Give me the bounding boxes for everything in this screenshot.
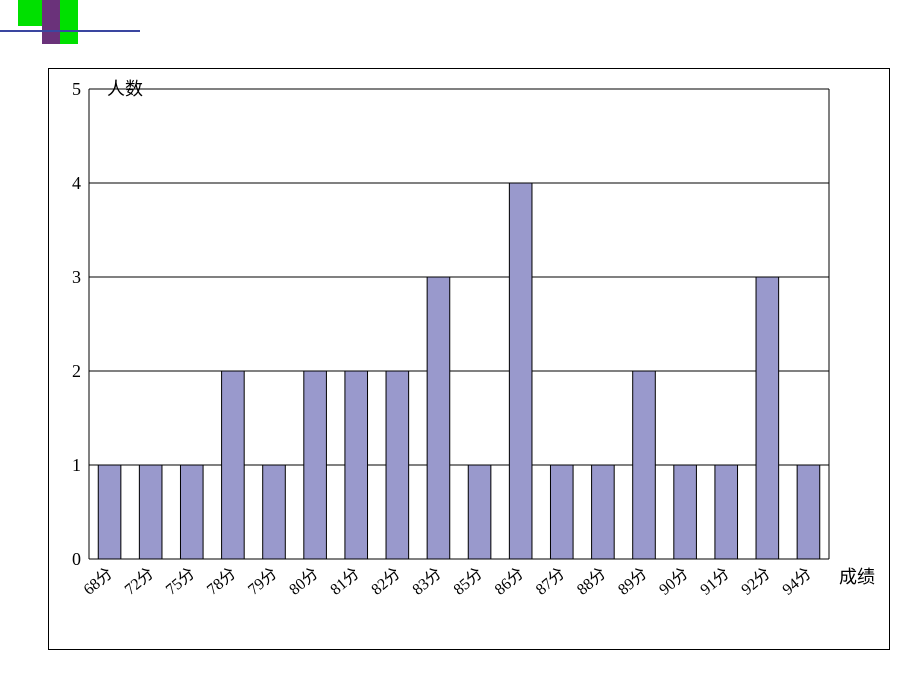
bar bbox=[633, 371, 656, 559]
x-tick-label: 79分 bbox=[244, 564, 280, 598]
bar bbox=[427, 277, 450, 559]
x-tick-label: 88分 bbox=[573, 564, 609, 598]
x-tick-label: 72分 bbox=[121, 564, 157, 598]
bar bbox=[468, 465, 491, 559]
y-tick-label: 4 bbox=[72, 173, 81, 193]
x-axis-label: 成绩 bbox=[839, 567, 875, 587]
corner-block-green-a bbox=[18, 0, 42, 26]
x-tick-label: 75分 bbox=[162, 564, 198, 598]
x-tick-label: 87分 bbox=[532, 564, 568, 598]
bar bbox=[263, 465, 286, 559]
bar bbox=[509, 183, 532, 559]
x-tick-label: 81分 bbox=[327, 564, 363, 598]
y-axis-label: 人数 bbox=[107, 79, 143, 99]
y-tick-label: 0 bbox=[72, 549, 81, 569]
corner-block-purple bbox=[42, 0, 60, 44]
bar-chart: 0 1 2 3 4 5 人数成绩 68分72分75分78分79分80分81分82分83分85分… bbox=[49, 69, 889, 649]
x-tick-label: 89分 bbox=[614, 564, 650, 598]
bar bbox=[222, 371, 245, 559]
y-tick-label: 1 bbox=[72, 455, 81, 475]
bar bbox=[550, 465, 573, 559]
y-tick-label: 5 bbox=[72, 79, 81, 99]
x-tick-label: 78分 bbox=[203, 564, 239, 598]
bar bbox=[304, 371, 327, 559]
bar bbox=[345, 371, 368, 559]
bar bbox=[139, 465, 162, 559]
x-tick-label: 82分 bbox=[368, 564, 404, 598]
bar bbox=[797, 465, 820, 559]
x-tick-label: 94分 bbox=[779, 564, 815, 598]
bar bbox=[386, 371, 409, 559]
x-tick-label: 68分 bbox=[80, 564, 116, 598]
x-tick-label: 86分 bbox=[491, 564, 527, 598]
x-tick-label: 85分 bbox=[450, 564, 486, 598]
x-tick-label: 90分 bbox=[656, 564, 692, 598]
x-tick-label: 83分 bbox=[409, 564, 445, 598]
bar bbox=[98, 465, 121, 559]
bar bbox=[715, 465, 738, 559]
corner-block-green-b bbox=[60, 0, 78, 44]
y-tick-label: 2 bbox=[72, 361, 81, 381]
x-tick-label: 91分 bbox=[697, 564, 733, 598]
bar bbox=[756, 277, 779, 559]
x-tick-label: 80分 bbox=[286, 564, 322, 598]
chart-container: 0 1 2 3 4 5 人数成绩 68分72分75分78分79分80分81分82分83分85分… bbox=[48, 68, 890, 650]
bar bbox=[674, 465, 697, 559]
y-tick-label: 3 bbox=[72, 267, 81, 287]
x-tick-label: 92分 bbox=[738, 564, 774, 598]
bar bbox=[592, 465, 615, 559]
bar bbox=[180, 465, 203, 559]
corner-underline bbox=[0, 30, 140, 32]
